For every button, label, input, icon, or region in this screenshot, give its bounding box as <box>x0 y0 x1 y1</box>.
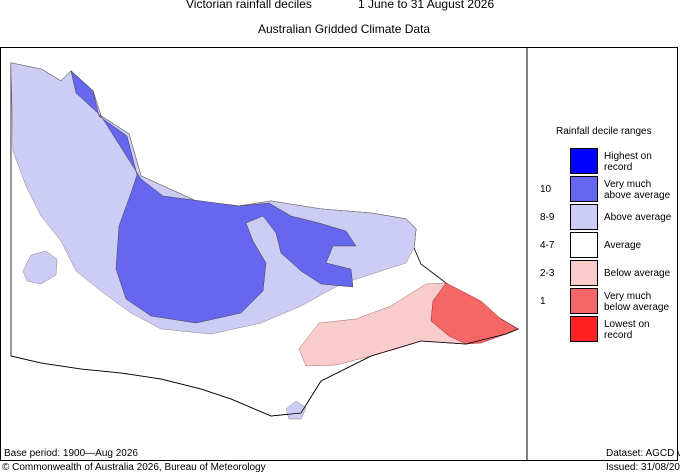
legend-title: Rainfall decile ranges <box>556 126 652 137</box>
legend-code: 4-7 <box>540 240 555 251</box>
map-title: Victorian rainfall deciles <box>186 0 312 11</box>
legend-swatch <box>570 288 598 314</box>
legend-label: Above average <box>604 212 672 223</box>
legend-swatch <box>570 260 598 286</box>
legend-label: Lowest on record <box>604 319 650 341</box>
legend-code: 1 <box>540 296 546 307</box>
legend-swatch <box>570 204 598 230</box>
map-frame <box>0 47 678 461</box>
legend-code: 8-9 <box>540 212 555 223</box>
region-above-average-west <box>22 250 58 285</box>
region-very-much-above-average <box>70 70 357 324</box>
legend-label: Average <box>604 240 642 251</box>
legend-code: 10 <box>540 184 552 195</box>
legend-label: Below average <box>604 268 671 279</box>
legend-label: Very much above average <box>604 179 671 201</box>
coastline <box>10 328 519 417</box>
victoria-map <box>10 48 528 460</box>
legend-swatch <box>570 176 598 202</box>
legend-swatch <box>570 316 598 342</box>
region-above-average-south <box>285 400 307 420</box>
map-subtitle: Australian Gridded Climate Data <box>258 22 431 36</box>
base-period: Base period: 1900—Aug 2026 <box>4 448 138 459</box>
region-very-much-below-average <box>430 282 519 345</box>
map-period: 1 June to 31 August 2026 <box>358 0 495 11</box>
legend-label: Very much below average <box>604 291 670 313</box>
legend-label: Highest on record <box>604 151 652 173</box>
legend-code: 2-3 <box>540 268 555 279</box>
legend-swatch <box>570 232 598 258</box>
legend-swatch <box>570 148 598 174</box>
dataset-label: Dataset: AGCD v2 <box>606 448 680 459</box>
issued-date: Issued: 31/08/2026 <box>606 462 680 473</box>
copyright: © Commonwealth of Australia 2026, Bureau… <box>2 462 266 473</box>
